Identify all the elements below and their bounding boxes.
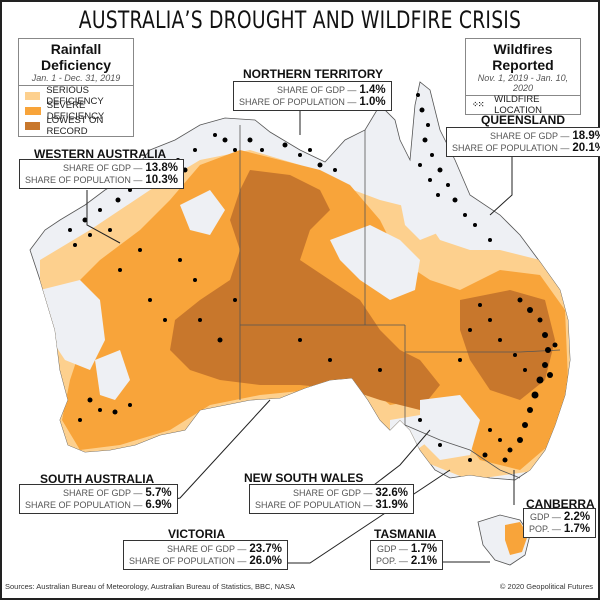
page-title: AUSTRALIA’S DROUGHT AND WILDFIRE CRISIS xyxy=(78,6,522,34)
dot-cluster-icon: ⁘⁙ xyxy=(472,100,484,109)
region-box-canberra: GDP —2.2% POP. —1.7% xyxy=(523,508,597,538)
region-name-new-south-wales: NEW SOUTH WALES xyxy=(244,471,364,485)
wildfire-legend-subtitle: Nov. 1, 2019 - Jan. 10, 2020 xyxy=(477,73,569,93)
region-box-south-australia: SHARE OF GDP —5.7% SHARE OF POPULATION —… xyxy=(19,484,178,514)
legend-item-severe: SEVERE DEFICIENCY xyxy=(19,100,133,122)
rainfall-legend-header: Rainfall Deficiency Jan. 1 - Dec. 31, 20… xyxy=(19,39,133,86)
serious-swatch-icon xyxy=(25,91,41,100)
copyright-footer: © 2020 Geopolitical Futures xyxy=(499,582,593,591)
region-box-northern-territory: SHARE OF GDP —1.4% SHARE OF POPULATION —… xyxy=(233,81,392,111)
region-name-western-australia: WESTERN AUSTRALIA xyxy=(34,147,167,161)
legend-item-lowest: LOWEST ON RECORD xyxy=(19,115,133,137)
region-box-victoria: SHARE OF GDP —23.7% SHARE OF POPULATION … xyxy=(123,540,288,570)
region-box-new-south-wales: SHARE OF GDP —32.6% SHARE OF POPULATION … xyxy=(249,484,414,514)
region-box-queensland: SHARE OF GDP —18.9% SHARE OF POPULATION … xyxy=(446,127,600,157)
lowest-swatch-icon xyxy=(25,121,41,130)
legend-item-wildfire: ⁘⁙ WILDFIRE LOCATION xyxy=(472,93,542,116)
legend-item-serious: SERIOUS DEFICIENCY xyxy=(19,85,133,107)
region-box-tasmania: GDP —1.7% POP. —2.1% xyxy=(370,540,444,570)
wildfire-legend-header: Wildfires Reported Nov. 1, 2019 - Jan. 1… xyxy=(466,39,580,96)
region-name-canberra: CANBERRA xyxy=(526,497,595,511)
wildfire-legend-title: Wildfires Reported xyxy=(492,41,554,73)
rainfall-legend-subtitle: Jan. 1 - Dec. 31, 2019 xyxy=(31,73,121,83)
rainfall-legend: Rainfall Deficiency Jan. 1 - Dec. 31, 20… xyxy=(18,38,134,137)
state-borders xyxy=(239,125,561,479)
tasmania-deficiency xyxy=(505,522,528,555)
rainfall-legend-title: Rainfall Deficiency xyxy=(40,41,112,73)
region-name-queensland: QUEENSLAND xyxy=(481,113,566,127)
rainfall-deficiency-layer xyxy=(40,150,570,480)
severe-swatch-icon xyxy=(25,106,41,115)
region-name-victoria: VICTORIA xyxy=(168,527,226,541)
sources-footer: Sources: Australian Bureau of Meteorolog… xyxy=(5,582,296,591)
wildfire-legend: Wildfires Reported Nov. 1, 2019 - Jan. 1… xyxy=(465,38,581,116)
region-name-northern-territory: NORTHERN TERRITORY xyxy=(243,67,384,81)
region-name-tasmania: TASMANIA xyxy=(374,527,437,541)
region-box-western-australia: SHARE OF GDP —13.8% SHARE OF POPULATION … xyxy=(19,159,184,189)
region-name-south-australia: SOUTH AUSTRALIA xyxy=(40,472,155,486)
